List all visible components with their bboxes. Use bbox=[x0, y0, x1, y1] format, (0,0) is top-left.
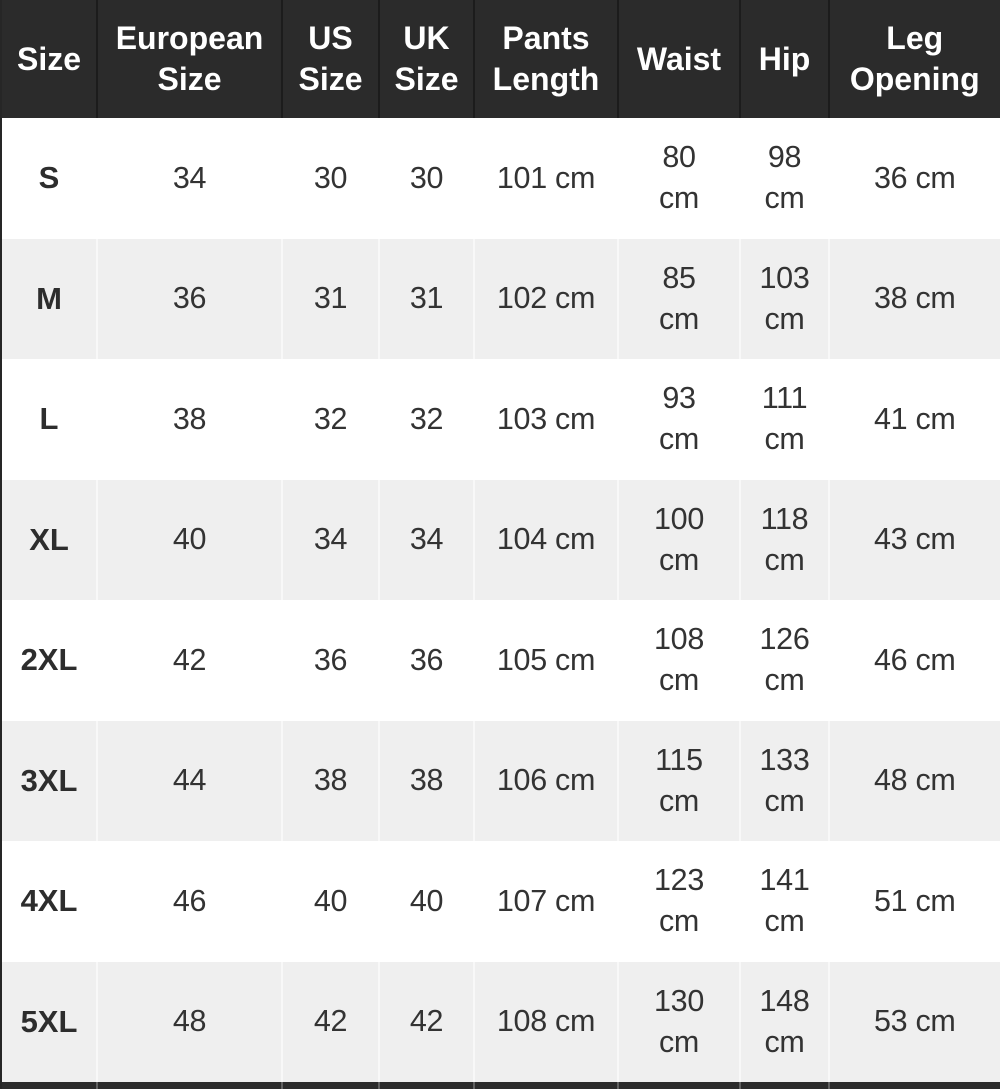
cell-size: 2XL bbox=[1, 600, 97, 721]
cell-waist: 123 cm bbox=[617, 841, 740, 962]
bottom-strip-cell bbox=[617, 1082, 740, 1089]
cell-us-size: 30 bbox=[281, 118, 379, 239]
cell-size: S bbox=[1, 118, 97, 239]
cell-european-size: 44 bbox=[96, 720, 282, 841]
cell-pants-length: 105 cm bbox=[473, 600, 618, 721]
cell-size: 5XL bbox=[1, 961, 97, 1082]
table-row: S 34 30 30 101 cm 80 cm 98 cm 36 cm bbox=[1, 118, 1000, 239]
cell-uk-size: 40 bbox=[378, 841, 474, 962]
cell-european-size: 46 bbox=[96, 841, 282, 962]
cell-leg-opening: 41 cm bbox=[828, 359, 1000, 480]
cell-european-size: 38 bbox=[96, 359, 282, 480]
cell-hip: 118 cm bbox=[739, 479, 829, 600]
cell-waist: 100 cm bbox=[617, 479, 740, 600]
cell-european-size: 48 bbox=[96, 961, 282, 1082]
header-us-size: US Size bbox=[281, 0, 379, 118]
cell-us-size: 36 bbox=[281, 600, 379, 721]
cell-hip: 148 cm bbox=[739, 961, 829, 1082]
cell-pants-length: 103 cm bbox=[473, 359, 618, 480]
cell-us-size: 32 bbox=[281, 359, 379, 480]
header-european-size: European Size bbox=[96, 0, 282, 118]
cell-size: L bbox=[1, 359, 97, 480]
cell-hip: 141 cm bbox=[739, 841, 829, 962]
table-row: 4XL 46 40 40 107 cm 123 cm 141 cm 51 cm bbox=[1, 841, 1000, 962]
table-row: M 36 31 31 102 cm 85 cm 103 cm 38 cm bbox=[1, 238, 1000, 359]
cell-waist: 108 cm bbox=[617, 600, 740, 721]
cell-european-size: 40 bbox=[96, 479, 282, 600]
cell-uk-size: 38 bbox=[378, 720, 474, 841]
cell-waist: 80 cm bbox=[617, 118, 740, 239]
cell-hip: 133 cm bbox=[739, 720, 829, 841]
header-pants-length: Pants Length bbox=[473, 0, 618, 118]
cell-waist: 130 cm bbox=[617, 961, 740, 1082]
cell-us-size: 31 bbox=[281, 238, 379, 359]
cell-leg-opening: 36 cm bbox=[828, 118, 1000, 239]
header-uk-size: UK Size bbox=[378, 0, 474, 118]
bottom-strip-cell bbox=[473, 1082, 618, 1089]
header-leg-opening: Leg Opening bbox=[828, 0, 1000, 118]
cell-size: 3XL bbox=[1, 720, 97, 841]
header-row: Size European Size US Size UK Size Pants… bbox=[1, 0, 1000, 118]
cell-waist: 93 cm bbox=[617, 359, 740, 480]
cell-us-size: 42 bbox=[281, 961, 379, 1082]
cell-uk-size: 34 bbox=[378, 479, 474, 600]
cell-uk-size: 42 bbox=[378, 961, 474, 1082]
cell-leg-opening: 46 cm bbox=[828, 600, 1000, 721]
table-row: L 38 32 32 103 cm 93 cm 111 cm 41 cm bbox=[1, 359, 1000, 480]
cell-pants-length: 108 cm bbox=[473, 961, 618, 1082]
cell-leg-opening: 48 cm bbox=[828, 720, 1000, 841]
cell-european-size: 36 bbox=[96, 238, 282, 359]
cell-uk-size: 32 bbox=[378, 359, 474, 480]
cell-size: XL bbox=[1, 479, 97, 600]
bottom-strip bbox=[1, 1082, 1000, 1089]
cell-leg-opening: 38 cm bbox=[828, 238, 1000, 359]
cell-uk-size: 31 bbox=[378, 238, 474, 359]
cell-pants-length: 106 cm bbox=[473, 720, 618, 841]
cell-leg-opening: 53 cm bbox=[828, 961, 1000, 1082]
bottom-strip-cell bbox=[739, 1082, 829, 1089]
cell-us-size: 34 bbox=[281, 479, 379, 600]
cell-us-size: 40 bbox=[281, 841, 379, 962]
table-row: 5XL 48 42 42 108 cm 130 cm 148 cm 53 cm bbox=[1, 961, 1000, 1082]
cell-waist: 85 cm bbox=[617, 238, 740, 359]
cell-uk-size: 30 bbox=[378, 118, 474, 239]
table-row: 3XL 44 38 38 106 cm 115 cm 133 cm 48 cm bbox=[1, 720, 1000, 841]
cell-leg-opening: 51 cm bbox=[828, 841, 1000, 962]
cell-hip: 103 cm bbox=[739, 238, 829, 359]
cell-us-size: 38 bbox=[281, 720, 379, 841]
bottom-strip-cell bbox=[828, 1082, 1000, 1089]
cell-european-size: 42 bbox=[96, 600, 282, 721]
cell-size: 4XL bbox=[1, 841, 97, 962]
cell-pants-length: 107 cm bbox=[473, 841, 618, 962]
cell-pants-length: 102 cm bbox=[473, 238, 618, 359]
table-row: XL 40 34 34 104 cm 100 cm 118 cm 43 cm bbox=[1, 479, 1000, 600]
bottom-strip-cell bbox=[1, 1082, 97, 1089]
bottom-strip-cell bbox=[96, 1082, 282, 1089]
cell-hip: 98 cm bbox=[739, 118, 829, 239]
bottom-strip-cell bbox=[281, 1082, 379, 1089]
header-hip: Hip bbox=[739, 0, 829, 118]
cell-pants-length: 101 cm bbox=[473, 118, 618, 239]
cell-european-size: 34 bbox=[96, 118, 282, 239]
cell-uk-size: 36 bbox=[378, 600, 474, 721]
cell-leg-opening: 43 cm bbox=[828, 479, 1000, 600]
cell-hip: 126 cm bbox=[739, 600, 829, 721]
cell-hip: 111 cm bbox=[739, 359, 829, 480]
cell-waist: 115 cm bbox=[617, 720, 740, 841]
cell-pants-length: 104 cm bbox=[473, 479, 618, 600]
table-row: 2XL 42 36 36 105 cm 108 cm 126 cm 46 cm bbox=[1, 600, 1000, 721]
bottom-strip-cell bbox=[378, 1082, 474, 1089]
header-waist: Waist bbox=[617, 0, 740, 118]
header-size: Size bbox=[1, 0, 97, 118]
cell-size: M bbox=[1, 238, 97, 359]
